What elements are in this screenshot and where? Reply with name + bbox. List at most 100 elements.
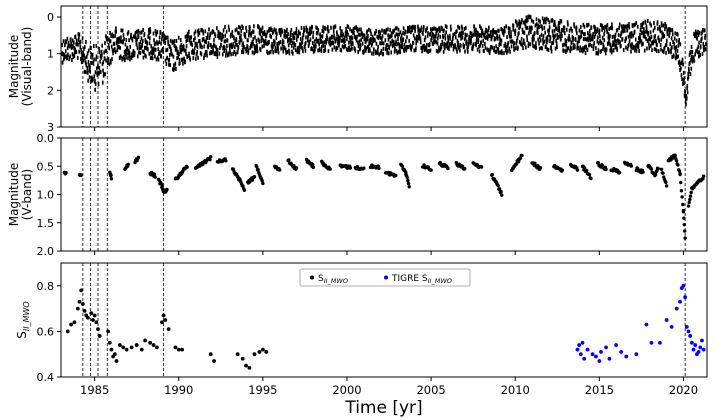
- visual-point: [375, 41, 378, 46]
- visual-point: [391, 38, 394, 43]
- visual-point: [367, 33, 369, 38]
- visual-point: [466, 33, 468, 38]
- sindex-point: [134, 343, 139, 347]
- visual-point: [162, 49, 165, 54]
- visual-point: [343, 44, 346, 49]
- visual-point: [84, 70, 87, 75]
- visual-point: [198, 38, 201, 43]
- visual-point: [503, 43, 506, 48]
- visual-point: [488, 33, 491, 38]
- visual-point: [676, 54, 679, 59]
- visual-point: [393, 28, 396, 33]
- visual-point: [317, 27, 320, 32]
- visual-point: [494, 49, 497, 54]
- visual-point: [594, 29, 596, 34]
- visual-point: [630, 45, 633, 50]
- visual-point: [513, 47, 516, 52]
- visual-point: [372, 37, 375, 42]
- visual-point: [396, 50, 399, 55]
- visual-point: [226, 44, 228, 49]
- visual-point: [412, 41, 415, 46]
- visual-point: [697, 29, 699, 34]
- visual-point: [537, 30, 539, 35]
- visual-point: [419, 40, 422, 45]
- visual-point: [402, 37, 405, 42]
- visual-point: [236, 43, 238, 48]
- visual-point: [303, 26, 305, 31]
- visual-point: [288, 37, 291, 42]
- visual-point: [444, 46, 446, 51]
- visual-point: [272, 44, 274, 49]
- visual-point: [439, 34, 442, 39]
- visual-point: [599, 39, 601, 44]
- visual-point: [253, 51, 255, 56]
- visual-point: [547, 28, 549, 33]
- visual-point: [225, 29, 228, 34]
- visual-point: [481, 28, 484, 33]
- visual-point: [539, 35, 541, 40]
- visual-point: [512, 27, 515, 32]
- visual-point: [528, 28, 531, 33]
- visual-point: [87, 59, 90, 64]
- visual-point: [212, 29, 215, 34]
- visual-point: [669, 28, 672, 33]
- visual-point: [319, 33, 322, 38]
- visual-point: [536, 26, 539, 31]
- visual-point: [677, 43, 680, 48]
- visual-point: [392, 30, 395, 35]
- sindex-point: [148, 340, 153, 345]
- visual-point: [564, 37, 567, 42]
- visual-point: [95, 57, 97, 62]
- vband-point: [499, 189, 503, 194]
- visual-point: [133, 50, 136, 55]
- visual-point: [180, 50, 182, 55]
- visual-point: [246, 45, 249, 50]
- visual-point: [273, 42, 276, 47]
- visual-point: [521, 27, 524, 32]
- visual-point: [661, 30, 663, 35]
- visual-point: [477, 37, 480, 42]
- visual-point: [152, 51, 155, 56]
- visual-point: [142, 27, 144, 32]
- visual-point: [73, 40, 75, 45]
- visual-point: [602, 47, 604, 52]
- y-axis-label: Magnitude: [7, 35, 21, 99]
- visual-point: [484, 30, 486, 35]
- visual-point: [137, 28, 140, 33]
- visual-point: [300, 26, 303, 31]
- visual-point: [92, 61, 95, 66]
- visual-point: [84, 60, 87, 65]
- visual-point: [134, 34, 136, 39]
- visual-point: [455, 47, 458, 52]
- vband-point: [664, 180, 668, 185]
- visual-point: [431, 31, 433, 36]
- tigre-sindex-point: [578, 352, 583, 357]
- visual-point: [399, 50, 402, 55]
- visual-point: [229, 50, 231, 55]
- visual-point: [207, 45, 209, 50]
- vband-point: [252, 175, 257, 179]
- visual-point: [570, 40, 573, 45]
- visual-point: [179, 45, 181, 50]
- visual-point: [613, 42, 616, 47]
- visual-point: [304, 44, 306, 49]
- visual-point: [680, 66, 682, 71]
- visual-point: [250, 33, 252, 38]
- visual-point: [172, 67, 174, 72]
- visual-point: [417, 36, 420, 41]
- visual-point: [495, 49, 498, 54]
- visual-point: [259, 32, 262, 37]
- visual-point: [374, 31, 377, 36]
- visual-point: [408, 29, 411, 34]
- tigre-sindex-point: [597, 359, 602, 363]
- visual-point: [195, 52, 198, 57]
- visual-point: [329, 40, 331, 45]
- vband-point: [656, 166, 660, 171]
- visual-point: [159, 29, 162, 34]
- visual-point: [222, 28, 225, 33]
- visual-point: [370, 31, 372, 36]
- visual-point: [292, 51, 294, 56]
- visual-point: [546, 40, 548, 45]
- visual-point: [480, 34, 483, 39]
- visual-point: [101, 80, 104, 85]
